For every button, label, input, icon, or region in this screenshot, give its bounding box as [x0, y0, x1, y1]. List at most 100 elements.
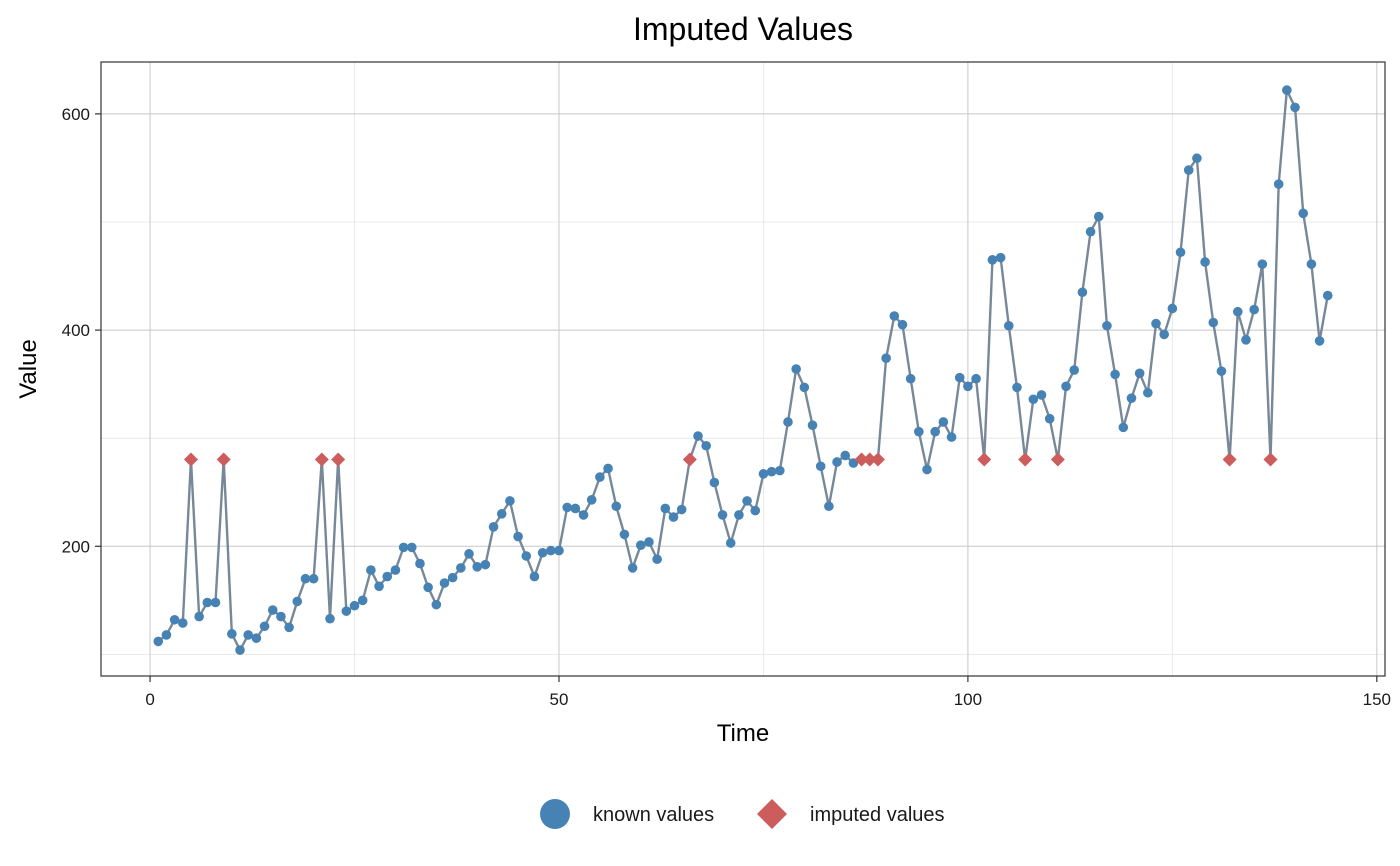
chart-title: Imputed Values — [633, 11, 853, 47]
known-value-point — [496, 509, 507, 519]
known-value-point — [554, 545, 564, 556]
imputed-value-point — [331, 452, 346, 467]
known-value-point — [995, 252, 1006, 263]
known-value-point — [938, 417, 949, 427]
known-value-point — [349, 600, 360, 611]
grid-lines — [101, 62, 1385, 676]
known-value-point — [791, 364, 801, 374]
known-value-point — [505, 496, 515, 506]
known-value-point — [1085, 226, 1096, 237]
known-value-point — [251, 633, 262, 643]
imputed-value-point — [682, 452, 697, 467]
series-line — [157, 88, 1329, 652]
known-value-point — [341, 606, 352, 616]
imputed-value-point — [854, 452, 869, 467]
known-value-point — [987, 255, 998, 265]
known-value-point — [398, 542, 409, 553]
known-value-point — [1167, 303, 1178, 314]
x-axis-title: Time — [717, 720, 769, 747]
known-value-point — [1241, 335, 1251, 345]
known-value-point — [546, 545, 556, 556]
known-value-point — [292, 596, 303, 607]
known-value-point — [1200, 257, 1210, 267]
known-value-point — [750, 505, 761, 516]
known-value-point — [529, 571, 540, 582]
known-value-point — [840, 450, 851, 461]
known-value-point — [513, 531, 523, 542]
known-value-point — [1306, 259, 1317, 269]
legend-known-label: known values — [593, 804, 714, 826]
known-value-point — [325, 613, 335, 624]
known-value-point — [930, 426, 940, 437]
known-value-point — [725, 538, 736, 548]
known-value-point — [259, 621, 270, 632]
known-value-point — [406, 542, 417, 553]
legend-known-marker — [540, 799, 570, 829]
known-value-point — [308, 573, 319, 584]
known-value-point — [889, 311, 900, 321]
known-value-point — [1159, 329, 1169, 340]
known-value-point — [1036, 390, 1047, 400]
known-value-point — [472, 562, 483, 572]
known-value-point — [717, 510, 728, 520]
x-tick-label: 100 — [954, 690, 982, 709]
known-value-point — [390, 565, 401, 575]
known-value-point — [946, 432, 957, 442]
x-tick-label: 50 — [550, 690, 569, 709]
known-value-point — [300, 573, 311, 584]
known-value-point — [439, 578, 450, 588]
known-value-point — [161, 630, 172, 640]
known-value-point — [644, 537, 654, 547]
known-value-point — [799, 382, 810, 393]
known-value-point — [1028, 394, 1039, 405]
known-value-point — [537, 547, 548, 558]
known-value-point — [1298, 208, 1309, 219]
known-value-point — [1257, 259, 1268, 269]
known-value-point — [1003, 320, 1014, 331]
known-value-point — [914, 426, 924, 437]
known-value-point — [374, 581, 384, 592]
known-value-point — [709, 477, 720, 488]
imputed-value-point — [870, 452, 885, 467]
known-value-point — [766, 466, 777, 477]
known-value-point — [1322, 290, 1333, 301]
known-value-point — [423, 582, 433, 593]
imputed-value-point — [1018, 452, 1033, 467]
known-value-point — [954, 372, 965, 383]
known-value-point — [1282, 85, 1292, 95]
known-value-point — [1175, 247, 1186, 258]
known-value-point — [578, 510, 589, 520]
known-value-point — [284, 622, 294, 633]
known-value-point — [177, 618, 188, 628]
known-value-point — [447, 572, 458, 583]
y-tick-label: 600 — [62, 105, 90, 124]
known-value-point — [1110, 369, 1120, 380]
known-value-point — [1143, 387, 1153, 398]
known-value-point — [382, 571, 393, 582]
legend: known values imputed values — [540, 799, 945, 829]
known-value-point — [758, 469, 769, 479]
known-value-point — [1232, 306, 1243, 317]
known-value-point — [619, 529, 630, 540]
known-value-point — [611, 501, 622, 512]
known-value-point — [595, 472, 605, 482]
known-value-point — [963, 381, 973, 392]
known-value-point — [243, 630, 254, 640]
known-value-point — [832, 457, 842, 467]
known-value-point — [668, 512, 679, 522]
known-value-point — [202, 597, 213, 608]
known-value-point — [693, 431, 703, 441]
known-value-point — [1126, 393, 1137, 403]
imputed-value-point — [977, 452, 992, 467]
known-value-point — [521, 551, 532, 561]
imputed-value-point — [1263, 452, 1278, 467]
known-value-point — [1061, 381, 1071, 392]
data-points-layer — [153, 85, 1333, 655]
known-value-point — [897, 319, 908, 330]
known-value-point — [1118, 422, 1129, 433]
known-value-point — [676, 504, 687, 515]
known-value-point — [1192, 153, 1202, 164]
y-tick-label: 200 — [62, 537, 90, 556]
known-value-point — [815, 461, 826, 472]
